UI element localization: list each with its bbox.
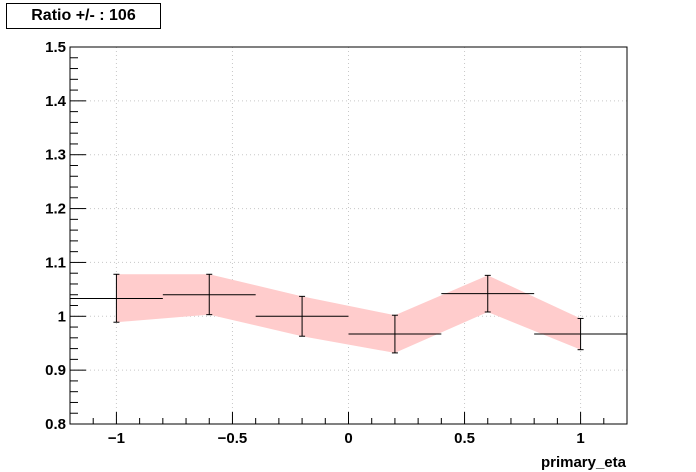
x-tick-label: 0 (344, 430, 352, 447)
x-tick-label: 1 (576, 430, 584, 447)
band-area (116, 274, 581, 353)
data-point (255, 295, 349, 337)
y-tick-label: 1 (58, 308, 66, 325)
y-tick-label: 0.9 (45, 362, 66, 379)
y-tick-label: 1.5 (45, 39, 66, 56)
data-points (70, 273, 627, 354)
data-point (70, 273, 163, 323)
data-point (441, 274, 535, 313)
x-tick-label: −0.5 (218, 430, 248, 447)
y-tick-label: 0.8 (45, 416, 66, 433)
x-tick-label: −1 (108, 430, 125, 447)
data-point (534, 317, 627, 351)
x-tick-label: 0.5 (454, 430, 475, 447)
uncertainty-band (116, 274, 581, 353)
y-tick-label: 1.1 (45, 254, 66, 271)
data-point (162, 273, 256, 316)
y-tick-label: 1.4 (45, 93, 67, 110)
grid-lines (70, 47, 627, 424)
tick-labels: −1 −0.5 0 0.5 1 0.8 0.9 1 1.1 1.2 1.3 1.4 1.5 (45, 39, 585, 447)
data-point (348, 314, 442, 354)
axis-ticks (69, 46, 628, 425)
chart-title: Ratio +/- : 106 (6, 3, 161, 29)
y-tick-label: 1.3 (45, 147, 66, 164)
x-axis-title: primary_eta (541, 454, 627, 471)
y-tick-label: 1.2 (45, 201, 66, 218)
